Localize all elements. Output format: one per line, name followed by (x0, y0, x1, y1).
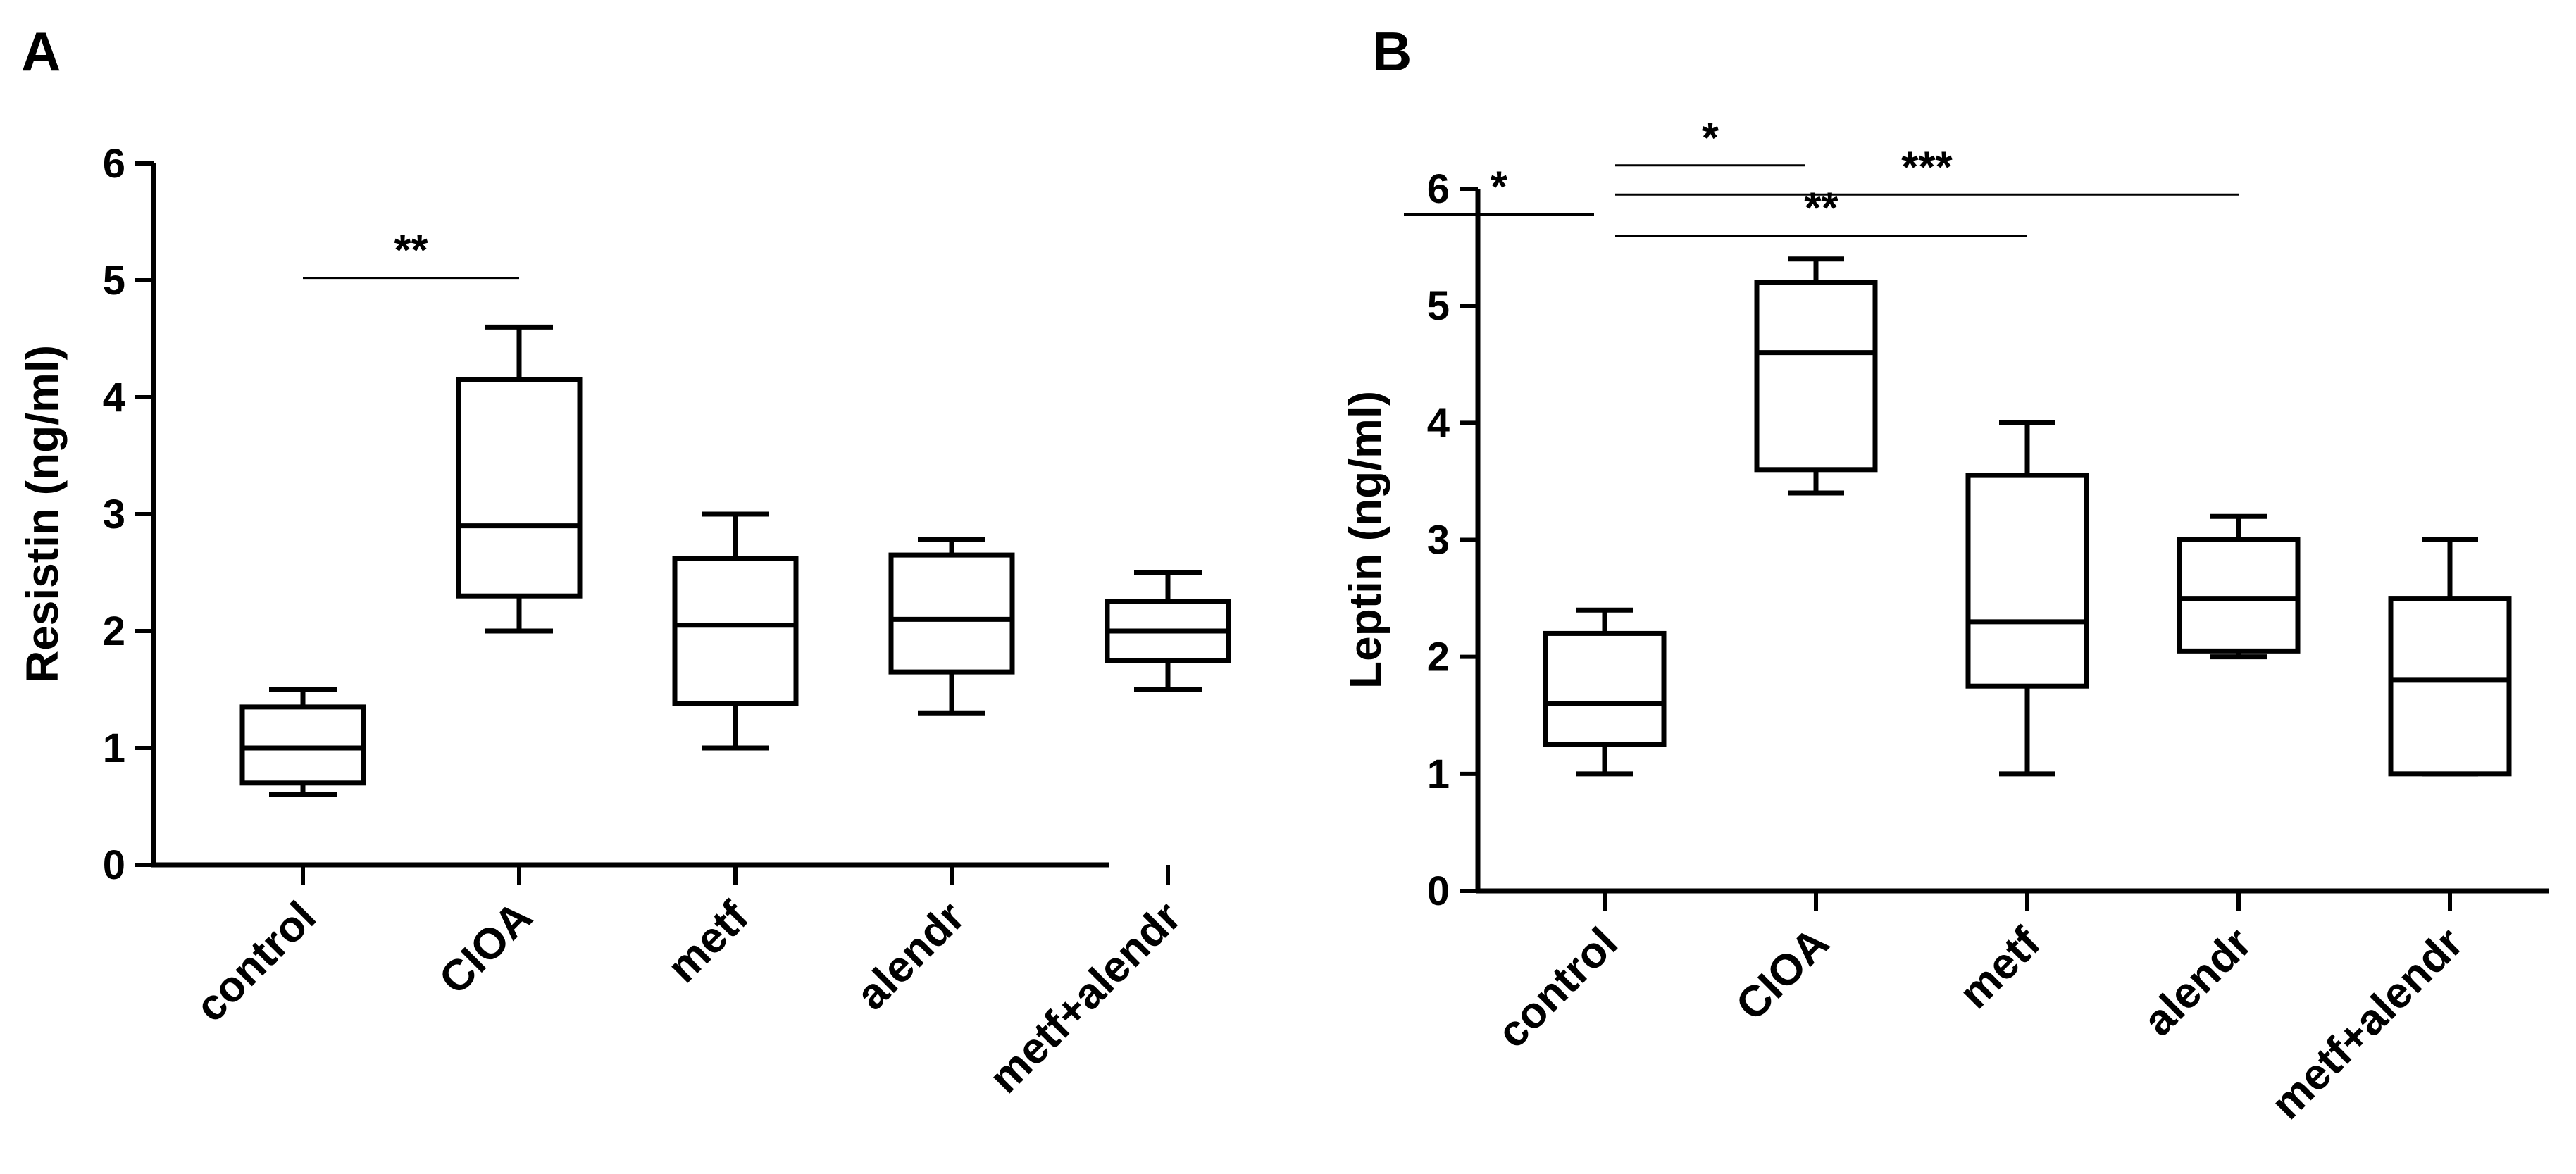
significance-label: * (1491, 163, 1508, 212)
box-cioa (1754, 256, 1878, 496)
box-metf-alendr (1105, 570, 1231, 692)
y-tick-label: 0 (103, 842, 125, 888)
x-tick-label: control (187, 892, 325, 1031)
y-tick-label: 6 (103, 141, 125, 187)
y-tick-label: 3 (103, 492, 125, 537)
significance-label: * (1702, 114, 1719, 163)
box-alendr (2177, 513, 2301, 660)
iqr-box (456, 377, 583, 599)
box-metf (672, 511, 799, 751)
iqr-box (1543, 630, 1667, 747)
y-tick-label: 3 (1427, 518, 1450, 563)
iqr-box (2388, 596, 2512, 777)
y-tick-label: 1 (103, 725, 125, 771)
panel-b: B 0 1 2 3 4 5 6 Leptin (ng/ml) control CIOA metf ale… (1340, 20, 2549, 1129)
box-control (1543, 607, 1667, 777)
y-axis-title: Leptin (ng/ml) (1340, 391, 1390, 689)
y-tick-label: 2 (1427, 635, 1450, 680)
y-tick-label: 2 (103, 608, 125, 654)
x-tick-label: metf+alendr (980, 892, 1190, 1103)
significance-label: ** (394, 227, 428, 275)
x-tick-label: alendr (847, 892, 974, 1019)
panel-letter: B (1372, 20, 1412, 82)
panel-letter: A (21, 20, 61, 82)
x-tick-label: CIOA (1727, 918, 1838, 1030)
significance-label: ** (1804, 184, 1838, 232)
box-control (239, 687, 366, 797)
x-tick-label: metf (1950, 918, 2051, 1018)
y-tick-label: 6 (1427, 166, 1450, 212)
iqr-box (2177, 537, 2301, 654)
x-tick-label: control (1488, 918, 1627, 1057)
iqr-box (1965, 473, 2089, 689)
y-tick-label: 0 (1427, 868, 1450, 914)
iqr-box (888, 552, 1015, 675)
x-tick-label: alendr (2134, 918, 2261, 1045)
iqr-box (239, 704, 366, 786)
y-tick-label: 4 (1427, 400, 1450, 446)
x-tick-label: metf+alendr (2262, 918, 2472, 1129)
y-tick-label: 1 (1427, 751, 1450, 797)
box-alendr (888, 537, 1015, 716)
panel-a: A 0 1 2 3 4 5 6 Resistin (ng/ml) control CIOA metf a… (17, 20, 1231, 1103)
box-cioa (456, 324, 583, 634)
iqr-box (672, 556, 799, 706)
y-axis-title: Resistin (ng/ml) (17, 345, 68, 683)
box-metf (1965, 420, 2089, 777)
box-metf-alendr (2388, 537, 2512, 777)
y-tick-label: 4 (103, 375, 125, 420)
iqr-box (1754, 280, 1878, 473)
y-tick-label: 5 (103, 258, 125, 304)
x-tick-label: metf (659, 892, 759, 992)
y-tick-label: 5 (1427, 283, 1450, 329)
x-tick-label: CIOA (430, 892, 542, 1004)
significance-label: *** (1901, 143, 1953, 192)
